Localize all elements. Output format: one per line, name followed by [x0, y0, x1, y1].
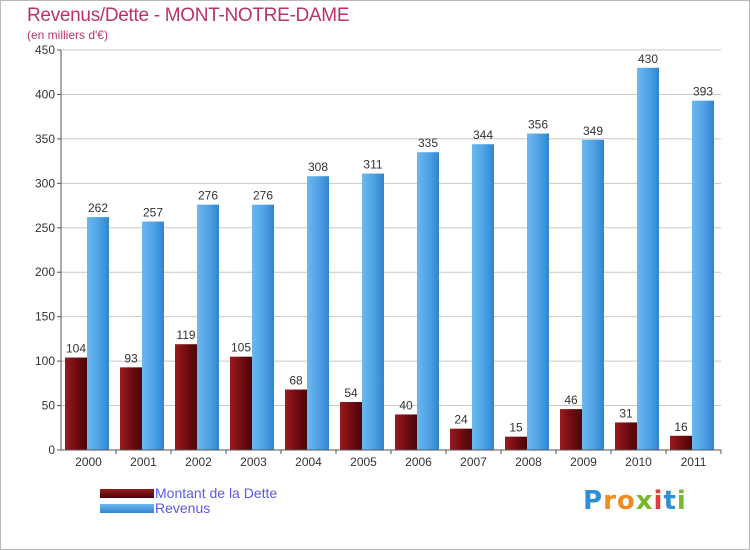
bar-revenus: [527, 133, 549, 451]
data-label-dette: 68: [289, 374, 303, 388]
bar-revenus: [87, 217, 109, 450]
data-label-dette: 16: [674, 420, 688, 434]
bar-revenus: [142, 221, 164, 450]
bar-revenus: [252, 204, 274, 450]
y-tick-label: 200: [35, 265, 55, 279]
bar-dette: [65, 357, 87, 450]
bar-dette: [615, 422, 637, 450]
data-label-dette: 54: [344, 386, 358, 400]
y-tick-label: 300: [35, 176, 55, 190]
logo-letter: x: [635, 486, 654, 516]
bar-dette: [670, 435, 692, 450]
data-label-revenus: 276: [253, 189, 273, 203]
logo-letter: t: [663, 486, 677, 516]
bar-dette: [505, 436, 527, 450]
x-tick-label: 2003: [240, 455, 267, 469]
bar-dette: [450, 428, 472, 450]
data-label-dette: 24: [454, 413, 468, 427]
chart-title: Revenus/Dette - MONT-NOTRE-DAME: [27, 5, 350, 26]
data-label-revenus: 349: [583, 124, 603, 138]
bar-revenus: [307, 176, 329, 450]
data-label-revenus: 262: [88, 201, 108, 215]
bar-dette: [285, 389, 307, 450]
bar-dette: [340, 402, 362, 450]
proxiti-logo: Proxiti: [583, 486, 687, 516]
data-label-revenus: 344: [473, 128, 493, 142]
logo-letter: o: [616, 486, 636, 516]
legend-label-revenus: Revenus: [155, 500, 211, 516]
plot-area: 0 50 100 150 200 250 300 350 400 450 104 262 2000 93 2…: [35, 43, 722, 469]
y-tick-label: 50: [42, 399, 56, 413]
data-label-dette: 46: [564, 393, 578, 407]
data-label-dette: 93: [124, 351, 138, 365]
bar-revenus: [362, 173, 384, 451]
bar-revenus: [472, 144, 494, 450]
data-label-revenus: 356: [528, 118, 548, 132]
bar-revenus: [637, 67, 659, 451]
y-tick-label: 100: [35, 354, 55, 368]
logo-letter: i: [676, 486, 687, 516]
x-tick-label: 2000: [75, 455, 102, 469]
legend-swatch-revenus: [100, 504, 154, 513]
bar-dette: [395, 414, 417, 450]
data-label-dette: 104: [66, 342, 86, 356]
x-tick-label: 2010: [625, 455, 652, 469]
y-tick-label: 0: [48, 443, 55, 457]
y-tick-label: 350: [35, 132, 55, 146]
data-label-dette: 105: [231, 341, 251, 355]
legend-swatch-debt: [100, 489, 154, 498]
data-label-dette: 15: [509, 421, 523, 435]
x-tick-label: 2001: [130, 455, 157, 469]
x-tick-label: 2006: [405, 455, 432, 469]
data-label-revenus: 308: [308, 160, 328, 174]
y-tick-label: 250: [35, 221, 55, 235]
data-label-revenus: 311: [363, 158, 382, 172]
y-tick-label: 150: [35, 310, 55, 324]
y-tick-label: 400: [35, 87, 55, 101]
y-tick-label: 450: [35, 43, 55, 57]
data-label-revenus: 393: [693, 85, 713, 99]
bar-dette: [120, 367, 142, 450]
data-label-dette: 119: [176, 328, 195, 342]
bar-revenus: [692, 100, 714, 451]
x-tick-label: 2009: [570, 455, 597, 469]
data-label-revenus: 335: [418, 136, 438, 150]
bar-revenus: [582, 139, 604, 450]
logo-letter: P: [583, 486, 604, 516]
data-label-revenus: 430: [638, 52, 658, 66]
x-tick-label: 2002: [185, 455, 212, 469]
bar-dette: [175, 344, 197, 450]
bar-dette: [230, 356, 252, 450]
x-tick-label: 2008: [515, 455, 542, 469]
x-tick-label: 2004: [295, 455, 322, 469]
bar-revenus: [417, 152, 439, 450]
legend-label-debt: Montant de la Dette: [155, 485, 278, 501]
data-label-dette: 31: [619, 406, 633, 420]
chart-subtitle: (en milliers d'€): [27, 28, 108, 42]
x-tick-label: 2007: [460, 455, 487, 469]
data-label-revenus: 276: [198, 189, 218, 203]
bar-revenus: [197, 204, 219, 450]
bar-dette: [560, 409, 582, 450]
x-tick-label: 2005: [350, 455, 377, 469]
data-label-revenus: 257: [143, 206, 163, 220]
logo-letter: i: [653, 486, 664, 516]
x-tick-label: 2011: [681, 455, 707, 469]
data-label-dette: 40: [399, 398, 413, 412]
logo-letter: r: [603, 486, 617, 516]
